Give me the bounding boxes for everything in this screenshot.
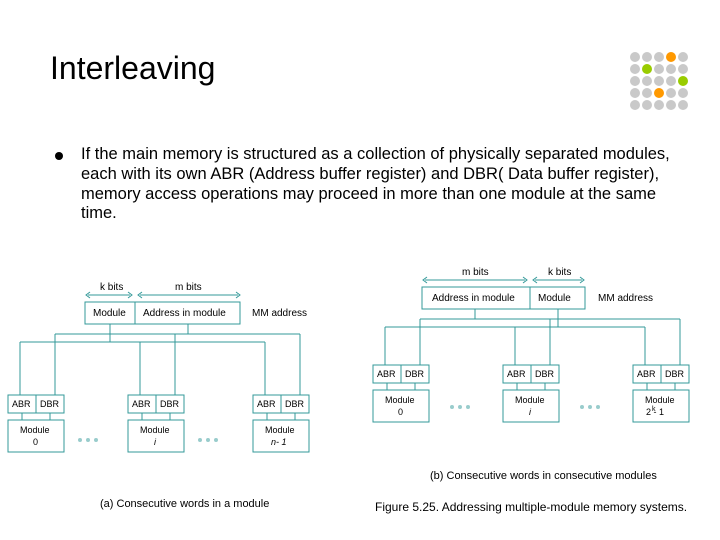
dot	[630, 100, 640, 110]
dot	[678, 52, 688, 62]
body-text: If the main memory is structured as a co…	[81, 145, 670, 224]
svg-text:0: 0	[33, 437, 38, 447]
dot	[642, 100, 652, 110]
mm-address: MM address	[252, 308, 307, 319]
svg-text:DBR: DBR	[405, 369, 425, 379]
caption-a: (a) Consecutive words in a module	[100, 498, 269, 510]
dot	[642, 52, 652, 62]
aim-field: Address in module	[143, 308, 226, 319]
bullet-block: If the main memory is structured as a co…	[55, 145, 670, 224]
svg-text:Module: Module	[645, 395, 675, 405]
svg-text:MM address: MM address	[598, 293, 653, 304]
dot	[678, 76, 688, 86]
dot	[666, 100, 676, 110]
diagram-a: k bits m bits Module Address in module M…	[0, 280, 330, 500]
dot	[630, 76, 640, 86]
svg-text:Module: Module	[140, 425, 170, 435]
svg-text:DBR: DBR	[665, 369, 685, 379]
svg-text:ABR: ABR	[257, 399, 276, 409]
dot	[666, 76, 676, 86]
svg-text:Module: Module	[20, 425, 50, 435]
diagram-b: m bits k bits Address in module Module M…	[360, 265, 720, 465]
svg-text:DBR: DBR	[160, 399, 180, 409]
dot	[654, 64, 664, 74]
svg-text:ABR: ABR	[132, 399, 151, 409]
svg-text:ABR: ABR	[637, 369, 656, 379]
svg-text:Module: Module	[265, 425, 295, 435]
svg-text:DBR: DBR	[535, 369, 555, 379]
dot	[666, 64, 676, 74]
dot	[678, 64, 688, 74]
svg-text:k: k	[652, 406, 656, 413]
dot	[678, 100, 688, 110]
svg-text:DBR: DBR	[40, 399, 60, 409]
svg-text:m bits: m bits	[462, 267, 489, 278]
svg-text:0: 0	[398, 407, 403, 417]
svg-text:ABR: ABR	[377, 369, 396, 379]
dot	[654, 100, 664, 110]
dot	[630, 88, 640, 98]
figure-caption: Figure 5.25. Addressing multiple-module …	[375, 500, 687, 514]
slide-title: Interleaving	[50, 50, 215, 87]
svg-text:DBR: DBR	[285, 399, 305, 409]
dot	[654, 52, 664, 62]
dot	[630, 52, 640, 62]
dot	[666, 52, 676, 62]
svg-text:k bits: k bits	[548, 267, 571, 278]
svg-text:n- 1: n- 1	[271, 437, 287, 447]
dot	[654, 88, 664, 98]
dot	[630, 64, 640, 74]
svg-text:ABR: ABR	[507, 369, 526, 379]
mbits-label: m bits	[175, 282, 202, 293]
caption-b: (b) Consecutive words in consecutive mod…	[430, 470, 657, 482]
module-field: Module	[93, 308, 126, 319]
svg-text:Module: Module	[538, 293, 571, 304]
svg-text:Module: Module	[385, 395, 415, 405]
svg-text:Address in module: Address in module	[432, 293, 515, 304]
dot	[642, 88, 652, 98]
kbits-label: k bits	[100, 282, 123, 293]
dot	[642, 76, 652, 86]
dot	[666, 88, 676, 98]
bullet-icon	[55, 152, 63, 160]
corner-dots	[630, 52, 690, 112]
dot	[642, 64, 652, 74]
dot	[678, 88, 688, 98]
svg-text:Module: Module	[515, 395, 545, 405]
svg-text:ABR: ABR	[12, 399, 31, 409]
dot	[654, 76, 664, 86]
